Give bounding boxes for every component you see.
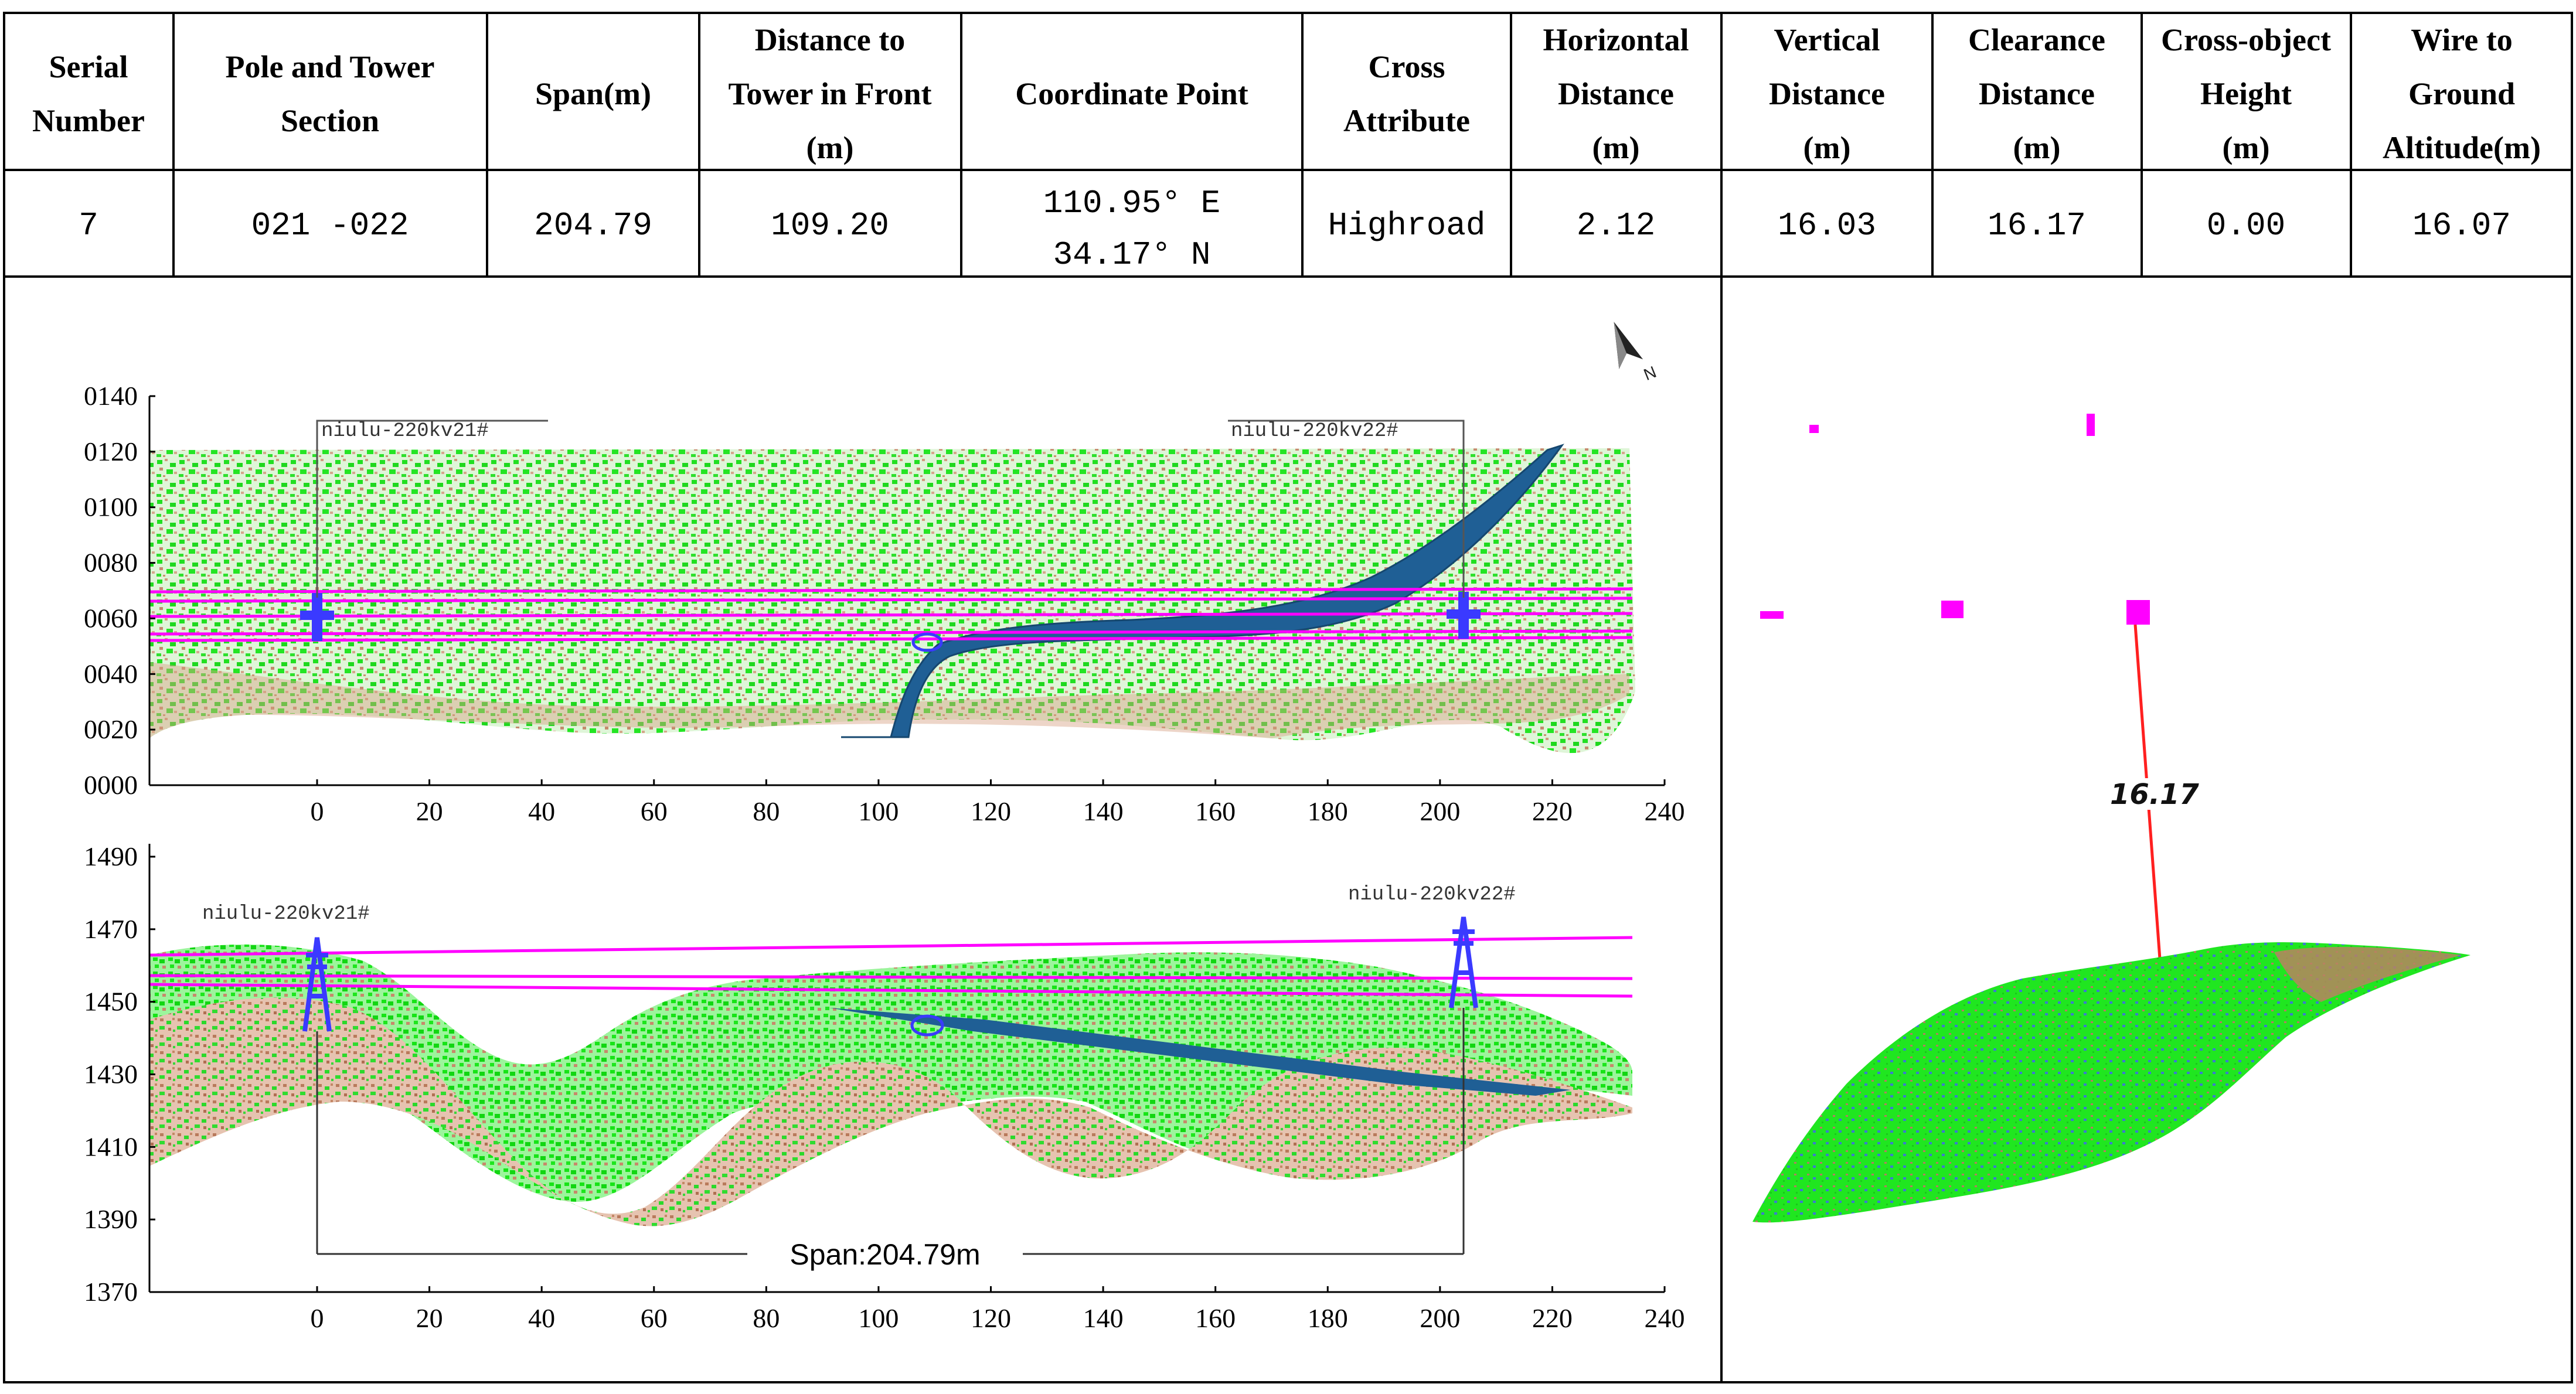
y-tick-label: 1410 xyxy=(84,1131,138,1161)
profile-tower-right-label: niulu-220kv22# xyxy=(1348,884,1516,906)
x-tick-label: 240 xyxy=(1645,1303,1685,1333)
profile-view: niulu-220kv21# niulu-220kv22# Span:204.7… xyxy=(84,841,1685,1333)
profile-x-axis: 0 20 40 60 80 100 120 140 160 180 200 220 240 xyxy=(311,1286,1685,1333)
y-tick-label: 0080 xyxy=(84,548,138,578)
x-tick-label: 200 xyxy=(1420,1303,1460,1333)
x-tick-label: 0 xyxy=(311,1303,324,1333)
cell-clearance: 16.17 xyxy=(1988,207,2086,244)
plan-tower-right-label: niulu-220kv22# xyxy=(1231,420,1398,442)
header-wire-ground-altitude: Wire to Ground Altitude(m) xyxy=(2383,22,2541,165)
y-tick-label: 1430 xyxy=(84,1059,138,1089)
header-serial-number: Serial Number xyxy=(32,49,145,138)
plan-x-axis: 0 20 40 60 80 100 120 140 160 180 200 220 240 xyxy=(311,779,1685,826)
y-tick-label: 0040 xyxy=(84,659,138,689)
x-tick-label: 160 xyxy=(1195,1303,1236,1333)
plan-axes xyxy=(148,396,1665,786)
header-span: Span(m) xyxy=(535,76,651,111)
profile-ground xyxy=(149,997,1632,1226)
cell-cross-height: 0.00 xyxy=(2207,207,2285,244)
y-tick-label: 1370 xyxy=(84,1277,138,1307)
cell-coordinate-n: 34.17° N xyxy=(1053,236,1211,274)
profile-tower-left-icon xyxy=(302,937,332,1032)
table-row: 7 021 -022 204.79 109.20 110.95° E 34.17… xyxy=(79,185,2511,274)
x-tick-label: 200 xyxy=(1420,796,1460,826)
header-vertical-distance: Vertical Distance (m) xyxy=(1769,22,1885,165)
y-tick-label: 1470 xyxy=(84,914,138,944)
x-tick-label: 220 xyxy=(1532,1303,1573,1333)
x-tick-label: 180 xyxy=(1308,1303,1348,1333)
y-tick-label: 0100 xyxy=(84,492,138,522)
header-horizontal-distance: Horizontal Distance (m) xyxy=(1543,22,1689,165)
plan-tower-right-icon xyxy=(1447,592,1481,639)
plan-view: niulu-220kv21# niulu-220kv22# N 01400120… xyxy=(84,322,1685,826)
x-tick-label: 120 xyxy=(971,796,1011,826)
header-coordinate-point: Coordinate Point xyxy=(1015,76,1248,111)
profile-tower-right-icon xyxy=(1449,916,1478,1008)
header-pole-tower-section: Pole and Tower Section xyxy=(225,49,434,138)
info-table xyxy=(3,12,2573,1383)
cell-vertical: 16.03 xyxy=(1778,207,1876,244)
cell-serial: 7 xyxy=(79,207,98,244)
y-tick-label: 0060 xyxy=(84,603,138,633)
3d-view: 16.17 xyxy=(1753,414,2470,1223)
x-tick-label: 0 xyxy=(311,796,324,826)
svg-text:N: N xyxy=(1641,363,1659,384)
x-tick-label: 20 xyxy=(416,796,443,826)
cell-cross-attribute: Highroad xyxy=(1328,207,1486,244)
plan-crossing-marker xyxy=(911,632,943,652)
x-tick-label: 60 xyxy=(641,1303,668,1333)
x-tick-label: 120 xyxy=(971,1303,1011,1333)
profile-axes xyxy=(148,844,1665,1293)
x-tick-label: 20 xyxy=(416,1303,443,1333)
header-cross-object-height: Cross-object Height (m) xyxy=(2161,22,2331,165)
header-cross-attribute: Cross Attribute xyxy=(1343,49,1470,138)
cell-altitude: 16.07 xyxy=(2412,207,2511,244)
x-tick-label: 40 xyxy=(528,796,555,826)
x-tick-label: 140 xyxy=(1083,1303,1124,1333)
north-arrow-icon: N xyxy=(1614,322,1659,384)
x-tick-label: 240 xyxy=(1645,796,1685,826)
3d-terrain xyxy=(1753,942,2470,1223)
span-label: Span:204.79m xyxy=(790,1238,980,1271)
plan-tower-left-icon xyxy=(300,593,334,641)
cell-distance-front: 109.20 xyxy=(771,207,889,244)
profile-y-axis: 1490 1470 1450 1430 1410 1390 1370 xyxy=(84,841,155,1307)
y-tick-label: 1450 xyxy=(84,987,138,1017)
y-tick-label: 0120 xyxy=(84,437,138,466)
header-clearance-distance: Clearance Distance (m) xyxy=(1968,22,2105,165)
profile-road xyxy=(829,1008,1571,1096)
x-tick-label: 220 xyxy=(1532,796,1573,826)
y-tick-label: 0020 xyxy=(84,714,138,744)
cell-coordinate-e: 110.95° E xyxy=(1043,185,1220,222)
profile-crossing-marker xyxy=(910,1014,944,1037)
x-tick-label: 80 xyxy=(753,1303,780,1333)
x-tick-label: 60 xyxy=(641,796,668,826)
cell-span: 204.79 xyxy=(534,207,652,244)
span-dimension xyxy=(316,1008,1465,1255)
x-tick-label: 100 xyxy=(858,1303,899,1333)
x-tick-label: 40 xyxy=(528,1303,555,1333)
clearance-label: 16.17 xyxy=(2110,778,2199,811)
plan-y-axis: 0140 0120 0100 0080 0060 0040 0020 0000 xyxy=(84,381,155,800)
y-tick-label: 0000 xyxy=(84,770,138,800)
x-tick-label: 100 xyxy=(858,796,899,826)
plan-tower-left-label: niulu-220kv21# xyxy=(321,420,489,442)
x-tick-label: 140 xyxy=(1083,796,1124,826)
3d-road-band xyxy=(2274,946,2462,1002)
y-tick-label: 0140 xyxy=(84,381,138,411)
plan-ground-band xyxy=(149,662,1629,738)
profile-tower-left-label: niulu-220kv21# xyxy=(202,903,370,925)
table-header-row: Serial Number Pole and Tower Section Span(… xyxy=(32,22,2541,165)
cell-horizontal: 2.12 xyxy=(1577,207,1655,244)
x-tick-label: 180 xyxy=(1308,796,1348,826)
y-tick-label: 1490 xyxy=(84,841,138,871)
x-tick-label: 160 xyxy=(1195,796,1236,826)
y-tick-label: 1390 xyxy=(84,1204,138,1234)
cell-section: 021 -022 xyxy=(251,207,409,244)
x-tick-label: 80 xyxy=(753,796,780,826)
plan-road xyxy=(841,444,1564,738)
header-distance-front: Distance to Tower in Front (m) xyxy=(728,22,931,165)
